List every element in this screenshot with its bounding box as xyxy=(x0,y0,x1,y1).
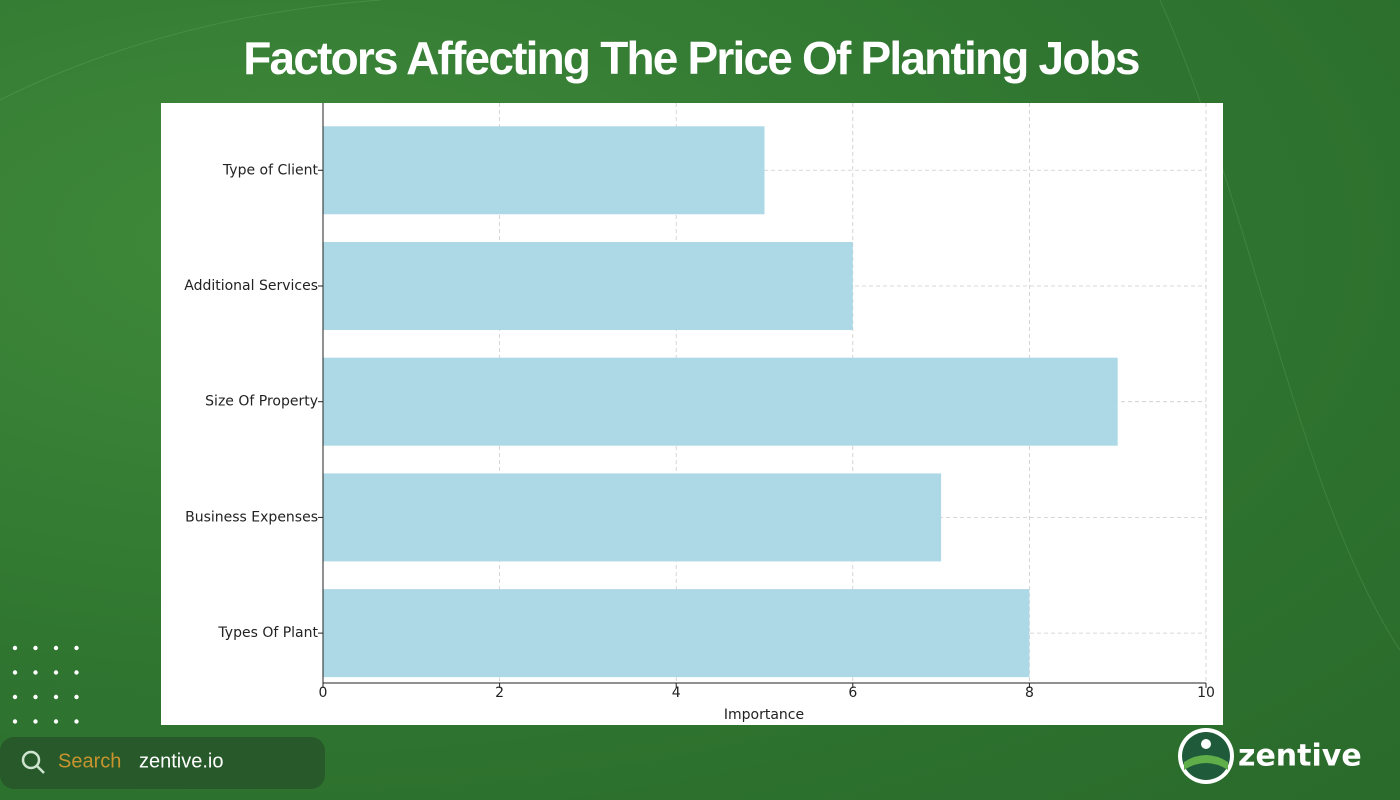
dot xyxy=(12,719,18,724)
y-tick-label: Type of Client xyxy=(222,162,319,178)
chart-title: Factors Affecting The Price Of Planting … xyxy=(243,32,1139,84)
dot xyxy=(33,719,38,724)
search-text: zentive.io xyxy=(139,750,224,772)
bar xyxy=(323,473,942,562)
dot xyxy=(33,645,38,651)
search-icon xyxy=(36,765,45,774)
x-tick-label: 6 xyxy=(848,685,857,701)
dot xyxy=(12,670,18,675)
dot xyxy=(12,645,18,651)
dot xyxy=(74,719,79,724)
logo-icon xyxy=(1201,739,1211,749)
dot xyxy=(53,719,59,724)
dot xyxy=(74,694,79,700)
decoration xyxy=(1159,0,1400,651)
x-tick-label: 8 xyxy=(1025,685,1034,701)
dot xyxy=(74,670,79,675)
y-tick-label: Size Of Property xyxy=(205,394,318,410)
dot xyxy=(53,645,59,651)
decoration xyxy=(0,0,381,101)
y-tick-label: Business Expenses xyxy=(185,509,318,525)
logo-icon xyxy=(1184,755,1228,770)
y-tick-label: Types Of Plant xyxy=(217,625,318,641)
dot xyxy=(33,670,38,675)
brand-name: zentive xyxy=(1238,739,1362,774)
search-icon xyxy=(21,750,41,770)
dot xyxy=(74,645,79,651)
x-tick-label: 10 xyxy=(1197,685,1215,701)
dot xyxy=(33,694,38,700)
x-axis-label: Importance xyxy=(724,707,804,723)
dot xyxy=(12,694,18,700)
bar xyxy=(323,589,1030,678)
bar xyxy=(323,357,1118,446)
x-tick-label: 2 xyxy=(495,685,504,701)
dot xyxy=(53,694,59,700)
bar xyxy=(323,126,765,215)
x-tick-label: 4 xyxy=(672,685,681,701)
x-tick-label: 0 xyxy=(319,685,328,701)
search-label: Search xyxy=(58,750,121,772)
search-bar[interactable] xyxy=(0,737,325,789)
y-tick-label: Additional Services xyxy=(184,278,318,294)
dot-pattern xyxy=(12,645,79,724)
dot xyxy=(53,670,59,675)
bar xyxy=(323,241,853,330)
